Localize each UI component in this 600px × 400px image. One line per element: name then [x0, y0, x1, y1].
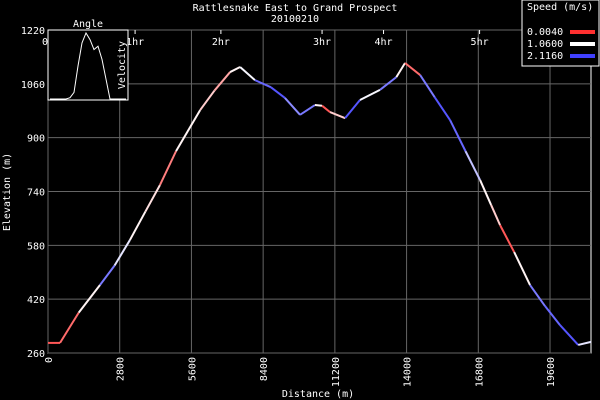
x-tick-label: 14000	[403, 357, 414, 387]
elevation-segment	[544, 305, 561, 326]
inset-line	[50, 31, 126, 100]
time-tick-label: 4hr	[375, 37, 393, 48]
legend-swatch	[570, 54, 595, 58]
elevation-segment	[559, 324, 579, 346]
elevation-segment	[395, 62, 406, 78]
x-tick-label: 2800	[116, 357, 127, 381]
elevation-segment	[464, 150, 481, 181]
x-tick-label: 5600	[187, 357, 198, 381]
time-tick-label: 1hr	[126, 37, 144, 48]
elevation-segment	[433, 96, 451, 121]
elevation-segment	[513, 251, 531, 286]
y-tick-label: 420	[27, 295, 45, 306]
elevation-segment	[254, 79, 272, 89]
elevation-segment	[270, 86, 286, 99]
elevation-segment	[159, 150, 177, 186]
elevation-segment	[314, 104, 323, 107]
chart-title: Rattlesnake East to Grand Prospect	[193, 3, 398, 14]
x-tick-label: 11200	[331, 357, 342, 387]
elevation-segment	[77, 284, 101, 314]
elevation-segment	[419, 74, 436, 98]
elevation-segment	[404, 62, 421, 76]
inset-ylabel: Velocity	[117, 41, 128, 89]
x-tick-label: 19600	[546, 357, 557, 387]
legend-swatch	[570, 42, 595, 46]
y-tick-label: 580	[27, 241, 45, 252]
elevation-segment	[113, 239, 131, 267]
elevation-segment	[344, 99, 361, 119]
elevation-segment	[321, 104, 331, 113]
y-tick-label: 900	[27, 134, 45, 145]
elevation-segment	[479, 179, 493, 206]
elevation-segment	[299, 104, 316, 116]
elevation-segment	[99, 264, 116, 286]
y-tick-label: 1060	[21, 80, 45, 91]
elevation-segment	[529, 284, 546, 307]
elevation-segment	[175, 109, 202, 152]
y-tick-label: 260	[27, 349, 45, 360]
elevation-segment	[229, 66, 241, 73]
legend-label: 2.1160	[527, 51, 563, 62]
elevation-segment	[144, 184, 161, 213]
elevation-segment	[213, 71, 231, 92]
time-tick-label: 2hr	[212, 37, 230, 48]
elevation-segment	[499, 224, 516, 253]
legend-label: 0.0040	[527, 27, 563, 38]
elevation-segment	[490, 204, 501, 226]
elevation-segment	[199, 89, 216, 111]
elevation-segment	[239, 66, 256, 81]
legend-swatch	[570, 30, 595, 34]
y-tick-label: 740	[27, 188, 45, 199]
y-tick-label: 1220	[21, 26, 45, 37]
elevation-segment	[379, 76, 397, 91]
elevation-segment	[59, 312, 80, 344]
elevation-segment	[329, 111, 346, 120]
x-tick-label: 0	[44, 357, 55, 363]
angle-velocity-inset: Angle Velocity	[47, 19, 129, 101]
y-axis-label: Elevation (m)	[2, 153, 13, 231]
chart-subtitle: 20100210	[271, 14, 319, 25]
elevation-segment	[577, 340, 592, 346]
x-axis-label: Distance (m)	[282, 389, 354, 400]
elevation-segment	[284, 97, 301, 116]
elevation-segment	[359, 88, 381, 101]
legend-title: Speed (m/s)	[527, 2, 593, 13]
x-tick-label: 8400	[259, 357, 270, 381]
x-tick-label: 16800	[474, 357, 485, 387]
elevation-segment	[449, 119, 467, 152]
inset-frame	[47, 29, 129, 101]
legend-label: 1.0600	[527, 39, 563, 50]
time-tick-label: 5hr	[471, 37, 489, 48]
elevation-segment	[129, 211, 147, 241]
inset-title: Angle	[73, 19, 103, 30]
time-tick-label: 3hr	[313, 37, 331, 48]
